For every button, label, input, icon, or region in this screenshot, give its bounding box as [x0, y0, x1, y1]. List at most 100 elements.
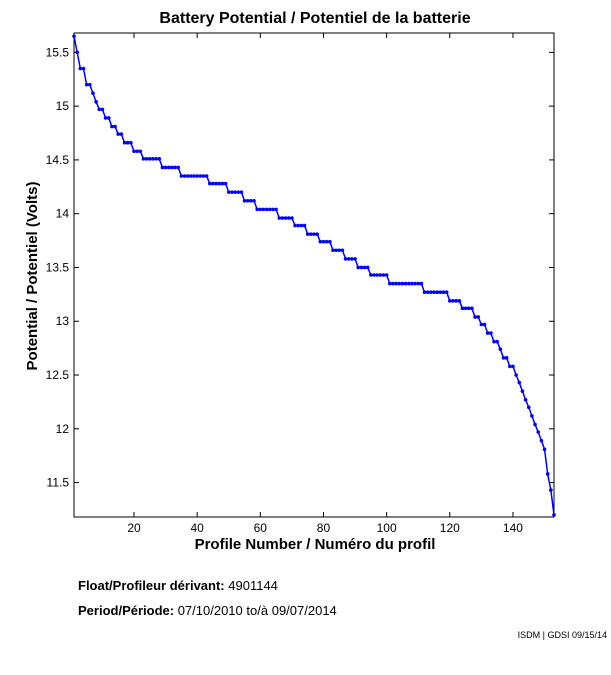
data-point: [242, 198, 247, 203]
data-point: [353, 257, 357, 261]
credit-text: ISDM | GDSI 09/15/14: [517, 630, 607, 640]
data-point: [309, 232, 313, 236]
data-point: [321, 239, 326, 244]
data-point: [230, 190, 234, 194]
data-point: [444, 290, 449, 295]
data-point: [252, 198, 256, 203]
data-point: [381, 273, 386, 277]
data-point: [211, 181, 215, 186]
data-point: [410, 281, 414, 286]
data-point: [334, 248, 338, 253]
data-point: [103, 116, 108, 120]
data-point: [463, 306, 468, 311]
data-point: [447, 299, 452, 303]
y-tick-label: 13: [56, 314, 70, 328]
data-point: [84, 82, 89, 87]
data-point: [106, 116, 111, 120]
data-point: [100, 107, 105, 112]
data-point: [435, 290, 439, 295]
data-point: [264, 207, 269, 212]
data-point: [425, 290, 430, 295]
data-point: [129, 140, 133, 145]
data-point: [207, 181, 212, 186]
data-point: [451, 299, 455, 303]
data-point: [261, 207, 266, 212]
data-point: [182, 174, 187, 178]
data-point: [258, 207, 263, 212]
data-point: [204, 174, 209, 178]
data-point: [160, 165, 165, 170]
data-point: [249, 198, 253, 203]
x-tick-label: 40: [190, 521, 204, 535]
data-point: [217, 181, 222, 186]
data-point: [144, 157, 149, 161]
data-point: [413, 281, 417, 286]
data-point: [504, 356, 509, 360]
x-axis-label: Profile Number / Numéro du profil: [195, 536, 436, 553]
y-tick-label: 12: [56, 422, 70, 436]
y-tick-label: 14.5: [46, 153, 70, 167]
y-tick-label: 15: [56, 99, 70, 113]
data-point: [375, 273, 379, 277]
data-point: [239, 190, 244, 194]
data-point: [470, 306, 474, 311]
data-point: [302, 223, 307, 228]
data-point: [498, 347, 503, 352]
data-point: [394, 281, 398, 286]
data-point: [520, 389, 525, 393]
data-point: [97, 107, 102, 112]
data-point: [271, 207, 275, 212]
data-point: [356, 265, 361, 270]
data-point: [223, 181, 228, 186]
data-point: [552, 513, 556, 517]
data-point: [290, 216, 294, 220]
y-tick-label: 14: [56, 207, 70, 221]
data-point: [154, 157, 158, 161]
data-point: [539, 438, 544, 443]
float-info: Float/Profileur dérivant: 4901144: [78, 578, 278, 593]
data-point: [406, 281, 411, 286]
data-point: [147, 157, 152, 161]
data-point: [245, 198, 250, 203]
data-point: [517, 380, 522, 385]
data-point: [419, 281, 424, 286]
data-point: [141, 157, 146, 161]
float-value: 4901144: [228, 578, 278, 593]
data-point: [350, 257, 354, 261]
data-point: [132, 149, 136, 154]
data-point: [119, 132, 124, 136]
data-point: [280, 216, 285, 220]
data-point: [473, 315, 477, 319]
data-point: [533, 422, 537, 427]
x-tick-label: 20: [127, 521, 141, 535]
y-tick-label: 15.5: [46, 45, 70, 59]
data-point: [359, 265, 364, 270]
data-point: [489, 331, 493, 335]
data-point: [312, 232, 316, 236]
data-point: [166, 165, 171, 170]
data-point: [267, 207, 272, 212]
y-tick-label: 12.5: [46, 368, 70, 382]
data-point: [220, 181, 225, 186]
data-point: [422, 290, 427, 295]
data-point: [460, 306, 465, 311]
data-point: [226, 190, 231, 194]
data-point: [400, 281, 405, 286]
data-point: [530, 414, 534, 418]
data-point: [277, 216, 282, 220]
data-point: [340, 248, 345, 253]
data-point: [195, 174, 199, 178]
data-point: [283, 216, 288, 220]
data-point: [476, 315, 481, 319]
data-point: [511, 364, 515, 369]
data-point: [122, 140, 127, 145]
data-point: [170, 165, 174, 170]
data-point: [315, 232, 319, 236]
data-point: [179, 174, 184, 178]
data-point: [403, 281, 408, 286]
data-point: [274, 207, 278, 212]
data-point: [185, 174, 190, 178]
data-point: [479, 322, 484, 327]
data-point: [482, 322, 487, 327]
